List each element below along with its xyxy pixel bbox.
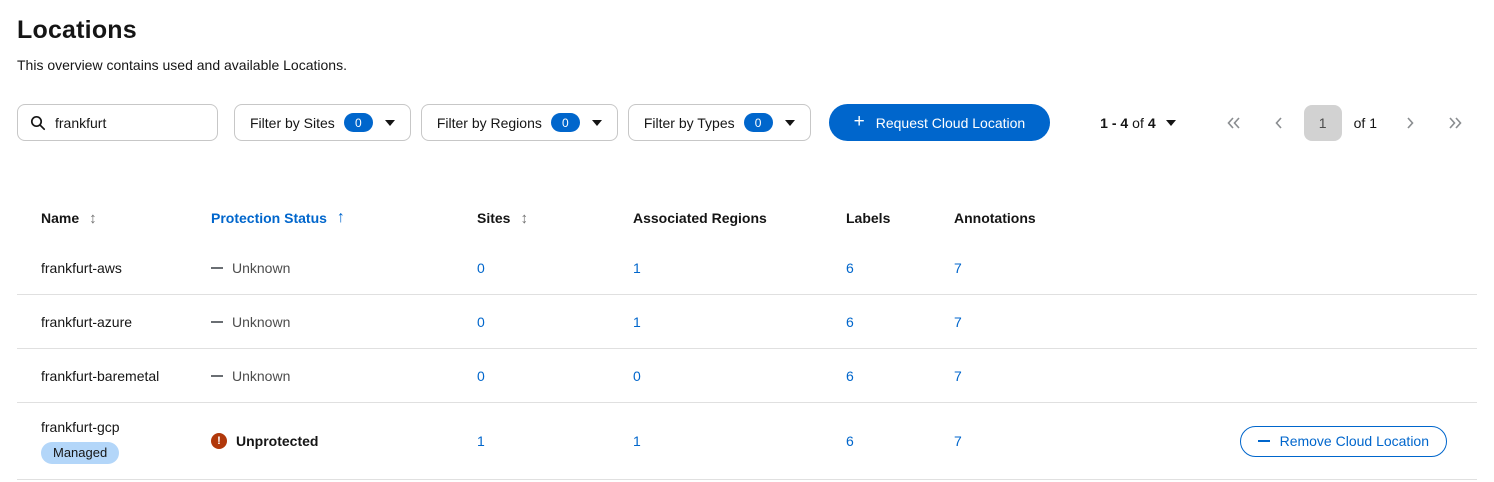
table-header-row: Name ↕ Protection Status ↑ Sites ↕ Assoc… — [17, 195, 1477, 241]
protection-status-cell: ! Unprotected — [211, 433, 477, 449]
filter-by-types-dropdown[interactable]: Filter by Types 0 — [627, 104, 811, 141]
chevron-down-icon — [784, 119, 795, 126]
filter-by-regions-dropdown[interactable]: Filter by Regions 0 — [420, 104, 618, 141]
pagination-total: 4 — [1147, 114, 1156, 131]
last-page-button[interactable] — [1432, 105, 1477, 141]
minus-icon — [211, 320, 223, 323]
table-row-frankfurt-azure: frankfurt-azure Unknown 0 1 6 7 — [17, 295, 1477, 349]
table-row-frankfurt-baremetal: frankfurt-baremetal Unknown 0 0 6 7 — [17, 349, 1477, 403]
labels-count-link[interactable]: 6 — [846, 259, 854, 276]
table-row-frankfurt-aws: frankfurt-aws Unknown 0 1 6 7 — [17, 241, 1477, 295]
column-header-protection-status[interactable]: Protection Status ↑ — [211, 209, 345, 226]
column-header-sites[interactable]: Sites ↕ — [477, 209, 528, 227]
search-icon — [30, 115, 46, 131]
previous-page-button[interactable] — [1257, 105, 1302, 141]
filter-regions-count-badge: 0 — [550, 113, 580, 132]
labels-count-link[interactable]: 6 — [846, 433, 854, 449]
sites-count-link[interactable]: 1 — [477, 433, 485, 449]
status-label: Unknown — [232, 313, 291, 330]
page-header: Locations This overview contains used an… — [0, 0, 1494, 74]
sort-both-icon: ↕ — [520, 209, 528, 227]
remove-cloud-location-button[interactable]: Remove Cloud Location — [1239, 425, 1447, 457]
row-action-cell: Remove Cloud Location — [1090, 425, 1477, 457]
filter-group: Filter by Sites 0 Filter by Regions 0 Fi… — [234, 104, 811, 141]
first-page-button[interactable] — [1212, 105, 1257, 141]
pagination: 1 - 4 of 4 1 of 1 — [1100, 104, 1477, 141]
sites-count-link[interactable]: 0 — [477, 313, 485, 330]
column-header-associated-regions: Associated Regions — [633, 210, 767, 226]
minus-icon — [211, 374, 223, 377]
labels-count-link[interactable]: 6 — [846, 313, 854, 330]
toolbar: Filter by Sites 0 Filter by Regions 0 Fi… — [17, 104, 1477, 141]
pagination-nav: 1 of 1 — [1212, 104, 1477, 141]
annotations-count-link[interactable]: 7 — [954, 433, 962, 449]
labels-count-link[interactable]: 6 — [846, 367, 854, 384]
location-name: frankfurt-gcp — [41, 418, 120, 435]
annotations-count-link[interactable]: 7 — [954, 367, 962, 384]
page-title: Locations — [17, 16, 137, 44]
column-header-name[interactable]: Name ↕ — [41, 209, 97, 227]
column-header-annotations: Annotations — [954, 210, 1036, 226]
location-name: frankfurt-aws — [41, 259, 122, 276]
location-name: frankfurt-azure — [41, 313, 133, 330]
regions-count-link[interactable]: 1 — [633, 433, 641, 449]
filter-types-count-badge: 0 — [743, 113, 773, 132]
remove-cloud-location-label: Remove Cloud Location — [1279, 433, 1429, 449]
exclamation-circle-icon: ! — [211, 433, 227, 449]
pagination-summary-dropdown[interactable]: 1 - 4 of 4 — [1100, 115, 1176, 131]
annotations-count-link[interactable]: 7 — [954, 259, 962, 276]
chevron-down-icon — [1165, 119, 1176, 126]
pagination-of-word: of — [1132, 114, 1144, 131]
location-name: frankfurt-baremetal — [41, 367, 160, 384]
current-page-value: 1 — [1318, 114, 1327, 131]
minus-icon — [1257, 440, 1270, 442]
sort-both-icon: ↕ — [89, 209, 97, 227]
annotations-count-link[interactable]: 7 — [954, 313, 962, 330]
request-cloud-location-button[interactable]: + Request Cloud Location — [828, 104, 1051, 141]
location-name-cell: frankfurt-gcp Managed — [17, 407, 211, 476]
search-box[interactable] — [17, 104, 218, 141]
regions-count-link[interactable]: 0 — [633, 367, 641, 384]
chevron-right-icon — [1406, 116, 1414, 129]
locations-table: Name ↕ Protection Status ↑ Sites ↕ Assoc… — [17, 195, 1477, 480]
protection-status-cell: Unknown — [211, 368, 477, 384]
search-input[interactable] — [55, 114, 205, 131]
status-label: Unknown — [232, 259, 291, 276]
filter-types-label: Filter by Types — [643, 114, 735, 131]
total-pages-label: of 1 — [1353, 114, 1377, 131]
protection-status-cell: Unknown — [211, 314, 477, 330]
managed-badge: Managed — [41, 441, 120, 464]
current-page-input[interactable]: 1 — [1303, 104, 1342, 141]
next-page-button[interactable] — [1387, 105, 1432, 141]
sites-count-link[interactable]: 0 — [477, 259, 485, 276]
chevron-down-icon — [591, 119, 602, 126]
double-chevron-right-icon — [1448, 116, 1462, 129]
chevron-down-icon — [384, 119, 395, 126]
double-chevron-left-icon — [1227, 116, 1240, 129]
protection-status-cell: Unknown — [211, 260, 477, 276]
minus-icon — [211, 266, 223, 269]
status-label: Unknown — [232, 367, 291, 384]
request-cloud-location-label: Request Cloud Location — [875, 114, 1026, 131]
table-row-frankfurt-gcp: frankfurt-gcp Managed ! Unprotected 1 1 … — [17, 403, 1477, 480]
filter-by-sites-dropdown[interactable]: Filter by Sites 0 — [234, 104, 411, 141]
filter-sites-count-badge: 0 — [343, 113, 373, 132]
pagination-range: 1 - 4 — [1100, 114, 1129, 131]
chevron-left-icon — [1275, 116, 1282, 129]
regions-count-link[interactable]: 1 — [633, 313, 641, 330]
column-header-labels: Labels — [846, 210, 891, 226]
status-label: Unprotected — [236, 433, 319, 449]
filter-sites-label: Filter by Sites — [250, 114, 335, 131]
sites-count-link[interactable]: 0 — [477, 367, 485, 384]
plus-icon: + — [853, 111, 865, 132]
filter-regions-label: Filter by Regions — [436, 114, 542, 131]
page-subtitle: This overview contains used and availabl… — [17, 57, 347, 73]
sort-ascending-icon: ↑ — [336, 209, 345, 226]
regions-count-link[interactable]: 1 — [633, 259, 641, 276]
